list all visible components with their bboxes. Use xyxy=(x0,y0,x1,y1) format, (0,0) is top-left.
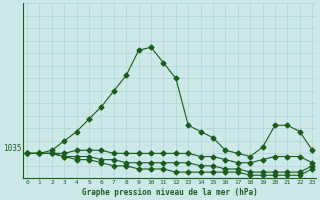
X-axis label: Graphe pression niveau de la mer (hPa): Graphe pression niveau de la mer (hPa) xyxy=(82,188,258,197)
